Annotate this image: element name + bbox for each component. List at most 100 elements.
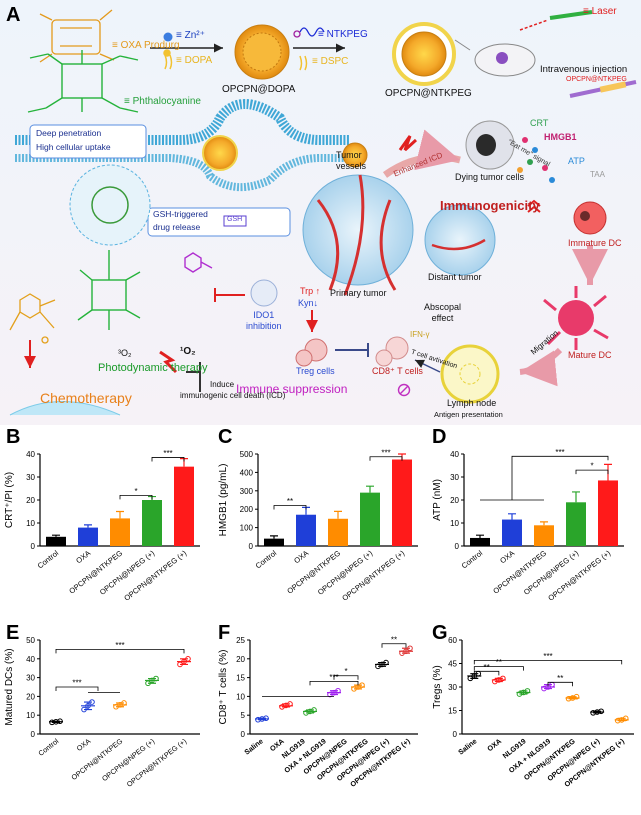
- chart-b-ytick-label: 10: [26, 519, 35, 528]
- chart-f-point: [383, 659, 389, 666]
- chart-g-mean-bar: [467, 673, 482, 679]
- chemotherapy-label: Chemotherapy: [40, 390, 132, 406]
- chart-d-ylabel: ATP (nM): [432, 479, 443, 521]
- chart-b-sig-label: *: [134, 487, 137, 496]
- chart-d-ytick-label: 0: [455, 542, 460, 551]
- chart-d-bar: [534, 525, 554, 546]
- chart-g-point: [598, 708, 604, 715]
- chart-e-point: [81, 706, 87, 713]
- ido1-enzyme-icon: [250, 279, 278, 307]
- chart-d-error-bar: [540, 521, 548, 526]
- chart-g-ytick-label: 30: [448, 683, 457, 692]
- panel-e-letter: E: [6, 622, 20, 644]
- chart-g-sig-bracket: [473, 666, 524, 671]
- chart-c-ytick-label: 500: [240, 450, 254, 459]
- chart-e-point: [49, 719, 55, 726]
- chart-e-point: [145, 680, 151, 687]
- treg-label: Treg cells: [296, 366, 335, 376]
- chart-d-category-label: OPCPN@NTKPEG (+): [546, 548, 612, 603]
- ntkpeg-polymer-icon: [293, 27, 325, 38]
- mouse-tumor-icon: [496, 52, 508, 64]
- nlg919-icon: [184, 252, 213, 273]
- gsh-tag-box: [223, 215, 247, 227]
- chart-b-error-bar: [52, 534, 60, 537]
- chart-d-sig-bracket: [511, 455, 609, 500]
- enhanced-icd-arrow: [382, 129, 461, 178]
- chart-b-category-label: Control: [36, 548, 61, 570]
- chart-b-category-label: OPCPN@NTKPEG (+): [122, 548, 188, 603]
- lymph-node-label: Lymph node: [447, 398, 497, 408]
- chart-e-sig-label: ***: [115, 641, 124, 650]
- chart-f-point: [407, 645, 413, 652]
- opcpn-ntkpeg-label: OPCPN@NTKPEG: [385, 88, 472, 99]
- distant-tumor-icon: [424, 204, 496, 276]
- chart-c-ytick-label: 100: [240, 524, 254, 533]
- chart-f-point: [287, 701, 293, 707]
- chart-g-mean-bar: [541, 684, 555, 690]
- oxa-molecule-icon: [39, 9, 115, 63]
- panel-b: B 0 10 20 30 40 CRT⁺/PI (%) Control OXA OPCPN@NT…: [0, 426, 214, 621]
- chart-f-ytick-label: 15: [236, 674, 245, 683]
- chart-f-mean-bar: [279, 703, 293, 708]
- no-symbol-icon: [397, 383, 411, 397]
- chart-c-error-bar: [270, 535, 278, 539]
- chart-g-ytick-label: 15: [448, 707, 457, 716]
- chart-d-error-bar: [508, 513, 516, 520]
- chart-e-point: [185, 656, 191, 662]
- chart-f-point: [335, 687, 341, 694]
- chart-g-mean-bar: [565, 696, 580, 700]
- chart-e-ylabel: Matured DCs (%): [4, 648, 15, 725]
- chart-f-mean-bar: [327, 690, 341, 696]
- chart-g-point: [573, 693, 580, 700]
- induce-bracket: [186, 362, 201, 392]
- cell-vesicle: [69, 164, 151, 246]
- chart-e-ytick-label: 50: [26, 636, 35, 645]
- chart-e-sig-bracket: [55, 686, 99, 691]
- panel-e: E 0 10 20 30 40 50 Matured DCs (%) Control OXA OP…: [0, 622, 214, 810]
- chart-g-ytick-label: 0: [453, 730, 458, 739]
- gsh-label: GSH-triggered: [153, 209, 208, 219]
- chart-b-bar: [78, 527, 98, 546]
- chart-g-point: [622, 715, 629, 722]
- immature-dc-icon: [573, 201, 607, 235]
- t-cell-activation-arrow: [414, 359, 441, 373]
- chart-e-ytick-label: 40: [26, 655, 35, 664]
- chart-b-category-label: OPCPN@NPEG (+): [98, 548, 157, 597]
- chart-g-mean-bar: [516, 690, 531, 695]
- panel-g-letter: G: [432, 622, 448, 644]
- chart-b-bar: [46, 536, 66, 546]
- chart-d-category-label: OXA: [498, 548, 516, 565]
- chart-f-sig-bracket: [381, 643, 407, 648]
- chart-d-atp: 0 10 20 30 40 ATP (nM) Control OXAOPCPN@NTKPEGO…: [432, 448, 624, 603]
- chart-f-point: [263, 715, 269, 722]
- chart-f-ytick-label: 5: [241, 711, 246, 720]
- chart-b-bar: [142, 500, 162, 546]
- chart-c-sig-bracket: [273, 505, 307, 510]
- chart-d-category-label: Control: [460, 548, 485, 570]
- chart-c-sig-bracket: [369, 456, 403, 461]
- chart-b-ytick-label: 40: [26, 450, 35, 459]
- chart-d-error-bar: [476, 534, 484, 538]
- internalized-nanoparticle: [202, 135, 238, 171]
- phthalocyanine-released-icon: [77, 250, 141, 330]
- uptake-label: High cellular uptake: [36, 142, 111, 152]
- chart-g-mean-bar: [491, 677, 506, 683]
- chart-g-sig-label: **: [496, 658, 502, 667]
- chart-b-ytick-label: 0: [31, 542, 36, 551]
- chart-b-sig-bracket: [119, 495, 153, 500]
- chart-b-ytick-label: 30: [26, 473, 35, 482]
- chart-f-sig-bracket: [333, 675, 359, 680]
- chart-e-point: [89, 699, 95, 705]
- chart-c-category-label: OXA: [292, 548, 310, 565]
- chart-b-ytick-label: 20: [26, 496, 35, 505]
- chart-f-category-label: Saline: [242, 736, 264, 756]
- mature-dc-label: Mature DC: [568, 350, 612, 360]
- chart-e-ytick-label: 10: [26, 711, 35, 720]
- chart-e-mean-bar: [113, 702, 127, 708]
- chart-e-point: [85, 703, 91, 709]
- chart-d-category-label: OPCPN@NPEG (+): [522, 548, 581, 597]
- chart-d-sig-label: *: [590, 462, 593, 471]
- chart-c-sig-label: **: [287, 497, 293, 506]
- chart-g-sig-bracket: [473, 659, 623, 665]
- chart-f-mean-bar: [255, 717, 269, 721]
